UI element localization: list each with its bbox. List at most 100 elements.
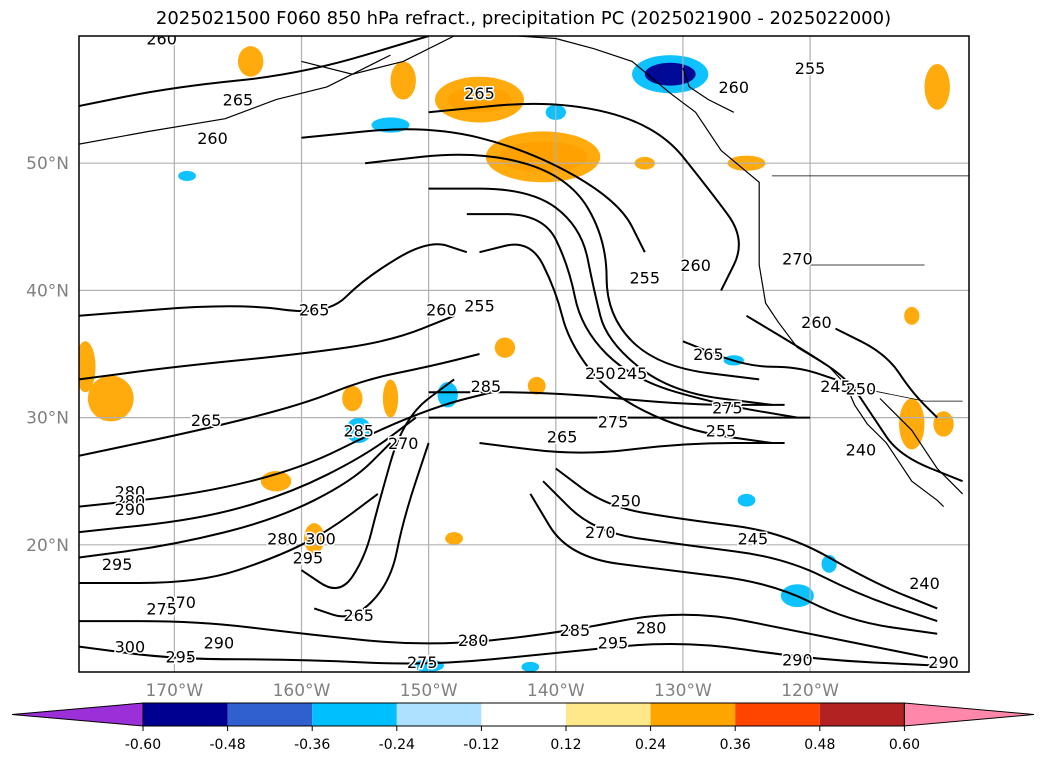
precip-area (899, 398, 925, 450)
contour-label: 275 (598, 412, 629, 431)
contour-label: 290 (782, 650, 813, 669)
longitude-label: 160°W (273, 681, 331, 701)
map-content: 260 265 265 260 260 255 260 255 270 265 260 255 265 2… (79, 36, 969, 672)
colorbar-extend-max (903, 702, 1035, 727)
refractivity-contour (479, 243, 773, 444)
contour-label: 295 (293, 549, 324, 568)
longitude-label: 130°W (654, 681, 712, 701)
contour-label: 265 (547, 428, 578, 447)
precip-area (87, 375, 134, 422)
colorbar-tick-label: 0.12 (550, 737, 581, 753)
longitude-label: 120°W (781, 681, 839, 701)
contour-label: 245 (617, 364, 648, 383)
contour-label: 260 (719, 78, 750, 97)
refractivity-contour (835, 327, 938, 419)
contour-label: 265 (299, 300, 330, 319)
contour-label: 295 (598, 634, 629, 653)
political-border (848, 385, 963, 402)
contour-label: 295 (165, 648, 196, 667)
refractivity-contour (79, 643, 938, 667)
refractivity-contour (428, 102, 740, 291)
refractivity-contour (79, 493, 379, 584)
colorbar-segment (650, 703, 736, 726)
refractivity-contour (555, 467, 938, 610)
coastline (879, 398, 964, 495)
precip-area (494, 337, 516, 358)
contour-label: 250 (585, 364, 616, 383)
contour-label: 255 (630, 269, 661, 288)
refractivity-contour (79, 442, 392, 559)
contour-label: 280 (115, 491, 146, 510)
precip-area (382, 379, 399, 418)
contour-label: 285 (471, 377, 502, 396)
contour-label: 265 (693, 345, 724, 364)
contour-label: 275 (407, 653, 438, 672)
contour-label: 275 (712, 398, 743, 417)
refractivity-contour (364, 153, 760, 381)
contour-label: 265 (464, 84, 495, 103)
contour-label: 300 (115, 638, 146, 657)
colorbar-tick-label: 0.48 (804, 737, 835, 753)
longitude-label: 150°W (400, 681, 458, 701)
contour-label: 270 (782, 250, 813, 269)
refractivity-contour (466, 213, 798, 419)
contour-label: 245 (738, 529, 769, 548)
contour-label: 290 (115, 500, 146, 519)
longitude-label: 140°W (527, 681, 585, 701)
colorbar-segment (227, 703, 313, 726)
refractivity-contour (79, 314, 455, 381)
contour-label: 260 (801, 313, 832, 332)
map-plot-area: 260 265 265 260 260 255 260 255 270 265 260 255 265 2… (26, 35, 970, 701)
refractivity-contour (313, 442, 430, 618)
contour-label: 255 (706, 421, 737, 440)
precip-area (178, 170, 196, 182)
precip-area (521, 661, 540, 672)
latitude-label: 20°N (26, 536, 69, 556)
contour-label: 260 (680, 256, 711, 275)
colorbar-tick-label: -0.48 (209, 737, 245, 753)
refractivity-contour (300, 378, 455, 590)
colorbar-segment (819, 703, 905, 726)
contour-label: 250 (846, 379, 877, 398)
contour-label: 240 (909, 574, 940, 593)
precip-area (527, 376, 546, 395)
precip-area (342, 385, 363, 412)
colorbar-extend-min (11, 702, 144, 727)
colorbar-segment (396, 703, 482, 726)
refractivity-contour (529, 493, 938, 635)
precip-area (390, 61, 416, 100)
precip-area (924, 63, 950, 110)
precip-area (933, 411, 954, 437)
colorbar: -0.60 -0.48 -0.36 -0.24 -0.12 0.12 0.24 0.36 0.4… (11, 702, 1035, 753)
contour-label: 260 (197, 129, 228, 148)
refractivity-contour (301, 128, 646, 253)
contour-label: 245 (820, 377, 851, 396)
colorbar-segment (566, 703, 651, 726)
refractivity-contour (79, 353, 480, 457)
contour-label: 270 (585, 523, 616, 542)
refractivity-contour (745, 314, 963, 483)
colorbar-tick-label: 0.36 (720, 737, 751, 753)
contour-label: 265 (223, 91, 254, 110)
colorbar-tick-label: 0.60 (889, 737, 920, 753)
contour-label: 280 (267, 529, 298, 548)
contour-label: 295 (102, 555, 133, 574)
contour-label: 270 (388, 434, 419, 453)
refractivity-contour (479, 442, 785, 454)
contour-label: 270 (165, 593, 196, 612)
contour-label: 255 (795, 59, 826, 78)
precip-area (737, 493, 756, 507)
refractivity-contour (428, 391, 785, 406)
contour-label: 280 (115, 482, 146, 501)
latitude-label: 40°N (26, 281, 69, 301)
refractivity-contour (79, 243, 468, 317)
contour-label: 265 (343, 606, 374, 625)
map-frame (78, 35, 970, 673)
coastline (682, 67, 735, 113)
contour-label: 275 (146, 599, 177, 618)
contour-label: 265 (191, 411, 222, 430)
refractivity-contour (682, 340, 836, 381)
contour-label: 240 (846, 440, 877, 459)
colorbar-tick-label: 0.24 (635, 737, 666, 753)
